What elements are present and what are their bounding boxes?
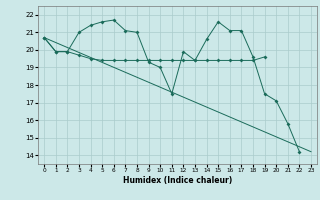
- X-axis label: Humidex (Indice chaleur): Humidex (Indice chaleur): [123, 176, 232, 185]
